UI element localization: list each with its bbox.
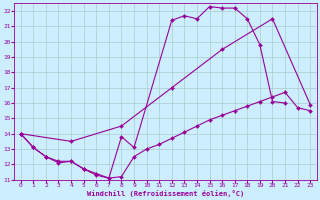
X-axis label: Windchill (Refroidissement éolien,°C): Windchill (Refroidissement éolien,°C) <box>87 190 244 197</box>
